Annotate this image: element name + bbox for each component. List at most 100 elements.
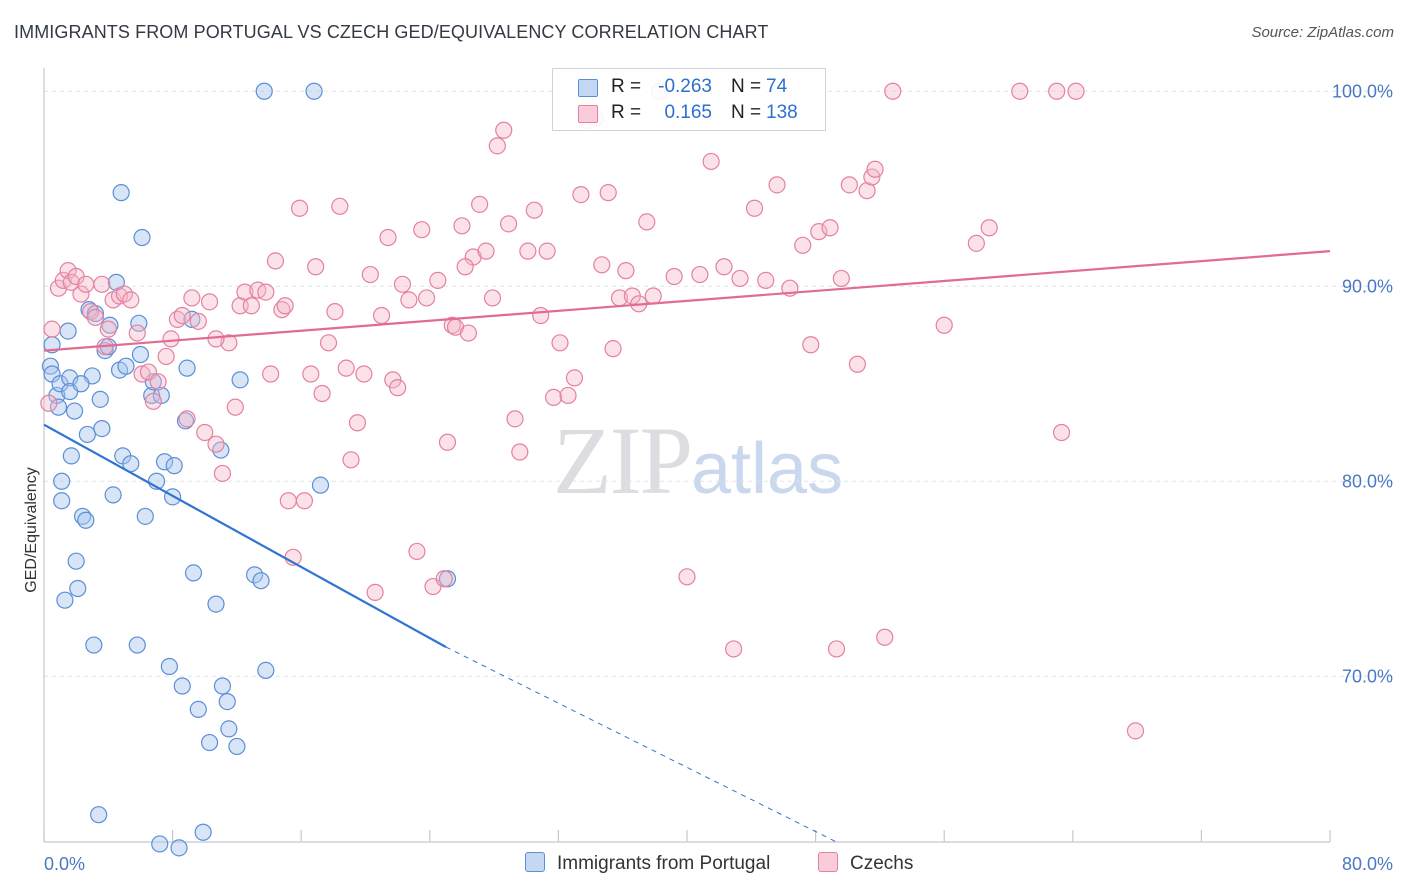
- point-czechs: [453, 217, 471, 235]
- point-czechs: [393, 275, 412, 293]
- point-czechs: [400, 291, 418, 309]
- point-czechs: [1067, 82, 1085, 100]
- point-czechs: [366, 583, 384, 602]
- point-czechs: [115, 285, 133, 303]
- point-portugal: [117, 357, 135, 375]
- bottom-legend-label-czechs: Czechs: [850, 853, 914, 874]
- point-czechs: [178, 410, 196, 428]
- point-czechs: [307, 258, 325, 276]
- point-portugal: [151, 835, 169, 853]
- source-credit: Source: ZipAtlas.com: [1251, 24, 1394, 41]
- point-czechs: [604, 340, 622, 358]
- point-czechs: [1048, 82, 1066, 100]
- point-portugal: [133, 228, 151, 247]
- point-czechs: [429, 271, 447, 289]
- point-czechs: [665, 267, 683, 286]
- point-czechs: [43, 320, 61, 338]
- point-portugal: [160, 657, 178, 676]
- point-portugal: [69, 579, 87, 598]
- point-czechs: [980, 219, 998, 237]
- point-czechs: [200, 293, 219, 311]
- point-czechs: [389, 379, 407, 397]
- bottom-legend-czechs: Czechs: [818, 852, 913, 875]
- point-portugal: [72, 375, 90, 393]
- legend-r-label: R =: [611, 76, 642, 97]
- point-czechs: [220, 334, 238, 352]
- point-portugal: [207, 595, 225, 613]
- point-portugal: [93, 420, 111, 438]
- point-portugal: [255, 82, 273, 100]
- series-czechs-points: [40, 82, 1145, 740]
- point-czechs: [313, 384, 331, 403]
- point-czechs: [355, 365, 373, 383]
- point-portugal: [53, 472, 71, 490]
- legend-n-value: 74: [766, 76, 788, 97]
- point-czechs: [173, 306, 191, 325]
- point-portugal: [184, 564, 203, 582]
- point-czechs: [551, 334, 569, 352]
- point-portugal: [131, 345, 150, 364]
- point-czechs: [488, 137, 506, 155]
- point-czechs: [295, 492, 314, 510]
- point-portugal: [213, 677, 232, 695]
- point-czechs: [342, 451, 360, 469]
- x-tick-label: 0.0%: [44, 854, 85, 874]
- legend-row-portugal: R = -0.263 N = 74: [553, 74, 825, 100]
- point-czechs: [1011, 82, 1029, 100]
- legend-r-label: R =: [611, 102, 642, 123]
- point-czechs: [477, 242, 495, 260]
- point-czechs: [144, 392, 162, 410]
- point-portugal: [194, 823, 212, 841]
- point-portugal: [136, 507, 154, 525]
- point-czechs: [866, 160, 884, 178]
- point-czechs: [207, 435, 225, 453]
- point-portugal: [59, 322, 77, 340]
- point-czechs: [691, 265, 709, 284]
- watermark-atlas: atlas: [691, 429, 844, 509]
- watermark-zip: ZIP: [553, 407, 693, 514]
- point-czechs: [525, 201, 543, 219]
- point-czechs: [196, 423, 214, 442]
- point-portugal: [155, 453, 174, 471]
- point-czechs: [617, 262, 635, 280]
- point-czechs: [848, 355, 866, 373]
- bottom-legend-swatch-czechs: [818, 852, 838, 872]
- x-tick-label: 80.0%: [1342, 854, 1393, 874]
- point-czechs: [967, 234, 985, 252]
- point-czechs: [794, 236, 812, 254]
- legend-n-label: N =: [731, 76, 762, 97]
- point-portugal: [53, 492, 71, 510]
- point-portugal: [218, 692, 236, 711]
- point-czechs: [935, 316, 953, 334]
- point-czechs: [279, 492, 297, 510]
- point-czechs: [802, 336, 820, 354]
- point-czechs: [840, 176, 858, 194]
- point-czechs: [559, 386, 577, 405]
- point-portugal: [165, 457, 183, 475]
- point-czechs: [768, 176, 786, 194]
- point-portugal: [90, 806, 108, 824]
- point-czechs: [72, 285, 90, 303]
- point-portugal: [228, 737, 246, 756]
- point-czechs: [471, 195, 489, 213]
- point-portugal: [173, 677, 191, 695]
- legend-r-value: 0.165: [664, 102, 712, 123]
- point-czechs: [207, 330, 225, 348]
- point-czechs: [331, 197, 349, 215]
- point-czechs: [565, 369, 584, 387]
- point-czechs: [413, 221, 431, 239]
- point-czechs: [77, 275, 95, 293]
- point-czechs: [226, 398, 244, 416]
- point-portugal: [220, 720, 238, 738]
- point-portugal: [91, 390, 109, 408]
- zipatlas-watermark: ZIPatlas: [553, 405, 843, 516]
- point-czechs: [725, 640, 743, 658]
- point-czechs: [417, 289, 436, 307]
- series-portugal-points: [41, 82, 457, 857]
- y-tick-label: 70.0%: [1342, 666, 1393, 686]
- point-czechs: [319, 334, 338, 352]
- point-czechs: [832, 269, 850, 288]
- legend-swatch-czechs: [578, 105, 598, 123]
- point-czechs: [302, 365, 320, 383]
